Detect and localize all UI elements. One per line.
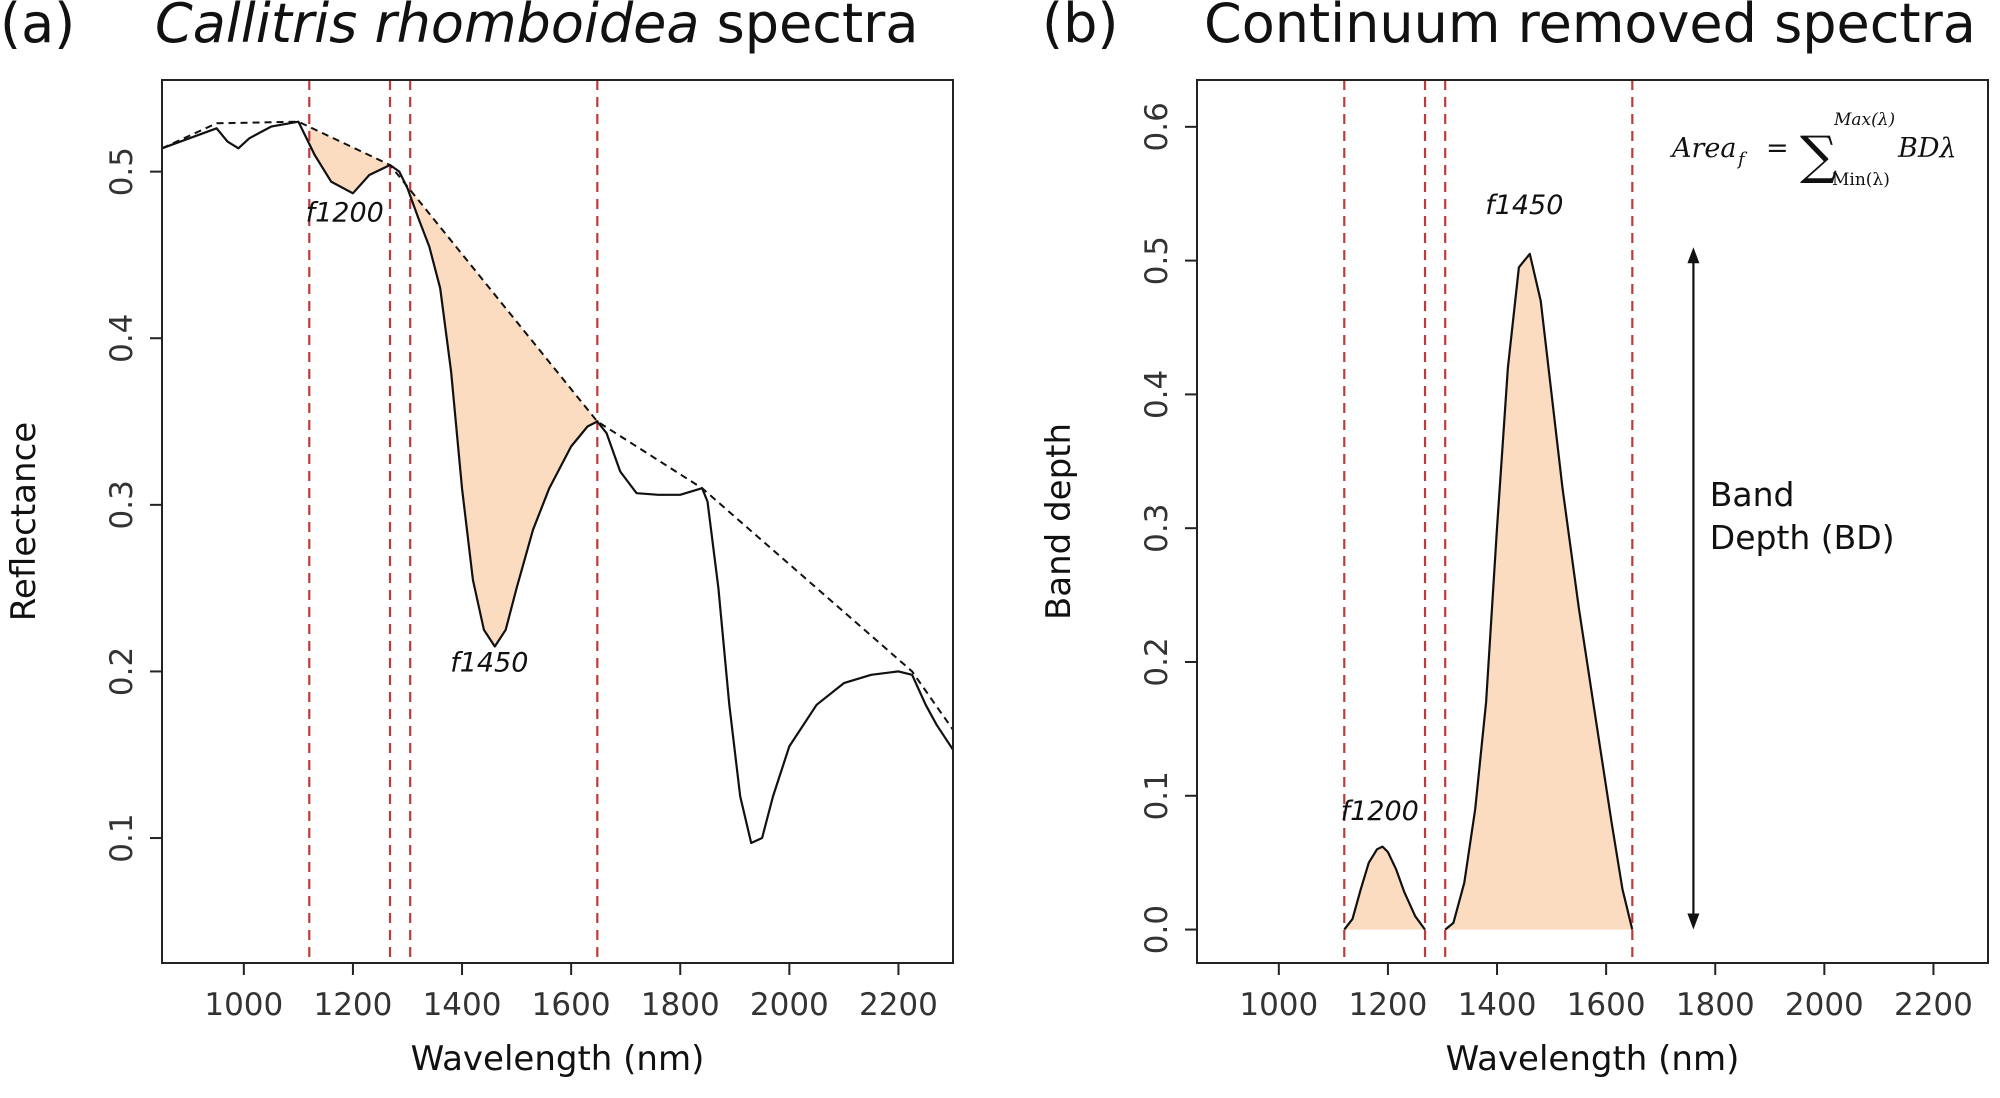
panel-b-letter: (b)	[1042, 0, 1118, 55]
formula-equals: =	[1766, 133, 1789, 164]
panel-b-feature-labels: f1200 f1450	[1341, 190, 1564, 827]
formula-upper-limit: Max(λ)	[1833, 110, 1895, 130]
panel-a-series	[161, 120, 954, 845]
panel-b: (b) Continuum removed spectra 1000 1200 14…	[1039, 0, 1989, 1079]
panel-a-vlines	[308, 80, 599, 963]
panel-a-title-species: Callitris rhomboidea	[155, 0, 699, 55]
panel-b-vlines	[1343, 80, 1634, 963]
panel-a-y-axis-label: Reflectance	[4, 422, 44, 621]
panel-a-feature-fill-f1200	[309, 126, 390, 194]
a-x-tick-label: 1600	[532, 987, 611, 1023]
a-x-tick-label: 1400	[423, 987, 502, 1023]
panel-a-x-axis-label: Wavelength (nm)	[411, 1039, 705, 1079]
formula-lower-limit: Min(λ)	[1832, 170, 1890, 190]
panel-b-x-axis-label: Wavelength (nm)	[1446, 1039, 1740, 1079]
a-x-tick-label: 2200	[859, 987, 938, 1023]
b-y-tick-label: 0.6	[1139, 102, 1175, 151]
panel-a-y-axis: 0.1 0.2 0.3 0.4 0.5	[104, 147, 162, 863]
a-y-tick-label: 0.5	[104, 147, 140, 196]
b-x-tick-label: 2200	[1894, 987, 1973, 1023]
formula-lhs-subscript: f	[1736, 149, 1748, 170]
a-y-tick-label: 0.4	[104, 314, 140, 363]
formula-sum-symbol: ∑	[1800, 126, 1837, 186]
b-x-tick-label: 1600	[1567, 987, 1646, 1023]
a-x-tick-label: 1000	[204, 987, 283, 1023]
a-x-tick-label: 2000	[750, 987, 829, 1023]
panel-a-feature-label-f1200: f1200	[306, 198, 384, 229]
panel-a: (a) Callitris rhomboidea spectra 1000 120…	[0, 0, 954, 1079]
b-x-tick-label: 1400	[1458, 987, 1537, 1023]
panel-b-curve-f1450	[1444, 252, 1634, 931]
panel-b-y-axis-label: Band depth	[1039, 423, 1079, 620]
formula-body: BDλ	[1897, 133, 1957, 164]
b-y-tick-label: 0.4	[1139, 370, 1175, 419]
b-y-tick-label: 0.5	[1139, 236, 1175, 285]
band-depth-annotation: Band Depth (BD)	[1710, 475, 1895, 557]
band-depth-arrow-head-top	[1687, 247, 1700, 264]
panel-a-title: Callitris rhomboidea spectra	[155, 0, 918, 55]
panel-b-y-axis: 0.0 0.1 0.2 0.3 0.4 0.5 0.6	[1139, 102, 1197, 954]
panel-b-area-f1450	[1445, 253, 1633, 930]
panel-b-feature-areas	[1343, 252, 1634, 931]
panel-a-title-rest: spectra	[699, 0, 918, 55]
a-y-tick-label: 0.3	[104, 480, 140, 529]
band-depth-annotation-line2: Depth (BD)	[1710, 518, 1895, 557]
b-y-tick-label: 0.0	[1139, 905, 1175, 954]
panel-b-feature-label-f1200: f1200	[1341, 796, 1419, 827]
b-x-tick-label: 1000	[1239, 987, 1318, 1023]
panel-b-title: Continuum removed spectra	[1204, 0, 1976, 55]
a-x-tick-label: 1800	[641, 987, 720, 1023]
a-y-tick-label: 0.1	[104, 813, 140, 862]
panel-a-plot-frame	[161, 79, 954, 964]
b-x-tick-label: 1800	[1676, 987, 1755, 1023]
b-y-tick-label: 0.2	[1139, 637, 1175, 686]
band-depth-arrow	[1687, 247, 1700, 930]
panel-a-feature-fills	[309, 126, 598, 645]
panel-b-x-axis: 1000 1200 1400 1600 1800 2000 2200	[1239, 963, 1973, 1023]
b-x-tick-label: 2000	[1785, 987, 1864, 1023]
panel-b-area-f1200	[1344, 846, 1425, 930]
b-y-tick-label: 0.1	[1139, 771, 1175, 820]
a-x-tick-label: 1200	[313, 987, 392, 1023]
panel-b-feature-label-f1450: f1450	[1485, 190, 1563, 221]
b-y-tick-label: 0.3	[1139, 504, 1175, 553]
panel-a-reflectance-line	[161, 120, 954, 845]
b-x-tick-label: 1200	[1348, 987, 1427, 1023]
panel-a-x-axis: 1000 1200 1400 1600 1800 2000 2200	[204, 963, 938, 1023]
panel-a-feature-label-f1450: f1450	[450, 647, 528, 678]
panel-a-feature-labels: f1200 f1450	[306, 198, 529, 679]
a-y-tick-label: 0.2	[104, 647, 140, 696]
panel-a-continuum-hull-line	[161, 120, 954, 731]
panel-b-plot-frame	[1196, 79, 1989, 964]
panel-a-letter: (a)	[0, 0, 75, 55]
area-formula: Area f = ∑ Max(λ) Min(λ) BDλ	[1669, 110, 1957, 190]
formula-lhs: Area	[1669, 133, 1736, 164]
panel-a-feature-fill-f1450	[410, 189, 598, 645]
band-depth-annotation-line1: Band	[1710, 475, 1795, 514]
panel-b-curve-f1200	[1343, 845, 1426, 931]
band-depth-arrow-head-bottom	[1687, 913, 1700, 930]
